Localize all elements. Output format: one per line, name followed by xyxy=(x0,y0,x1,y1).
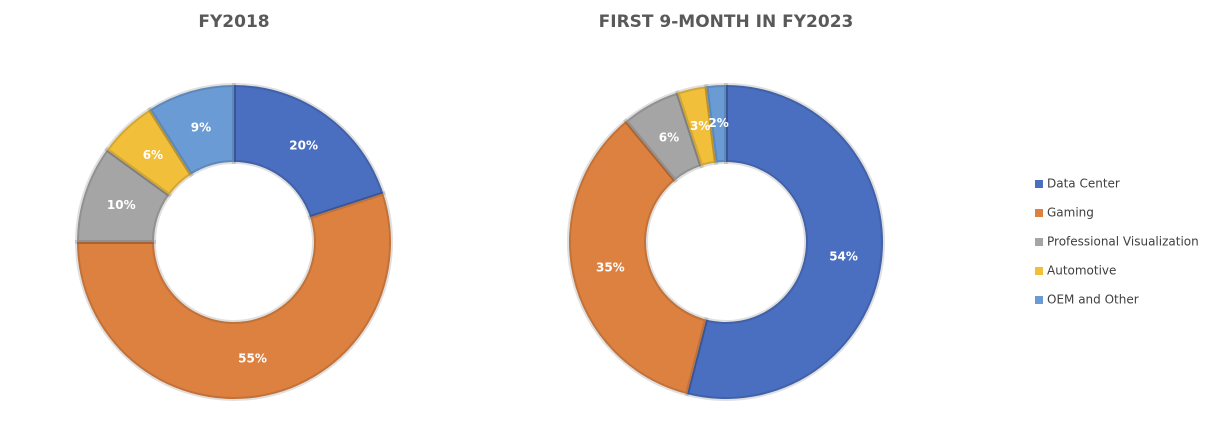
donut-slice xyxy=(104,106,194,198)
data-label: 55% xyxy=(238,352,267,366)
data-label: 20% xyxy=(289,139,318,153)
legend-label: OEM and Other xyxy=(1047,293,1139,307)
legend-swatch xyxy=(1035,238,1043,246)
data-label: 6% xyxy=(659,131,679,145)
donut-slice xyxy=(684,82,885,401)
donut-slice xyxy=(704,82,728,165)
legend-label: Gaming xyxy=(1047,206,1094,220)
legend-swatch xyxy=(1035,209,1043,217)
donut-slice xyxy=(232,82,386,220)
data-label: 10% xyxy=(107,198,136,212)
data-label: 6% xyxy=(143,148,163,162)
donut-slice xyxy=(74,146,173,244)
donut-slice xyxy=(567,118,709,397)
legend-label: Professional Visualization xyxy=(1047,235,1199,249)
data-label: 9% xyxy=(191,121,211,135)
data-label: 2% xyxy=(708,116,728,130)
donut-slice xyxy=(74,190,393,401)
data-label: 35% xyxy=(596,260,625,274)
legend-swatch xyxy=(1035,180,1043,188)
chart-title: FIRST 9-MONTH IN FY2023 xyxy=(599,12,854,32)
legend-swatch xyxy=(1035,296,1043,304)
data-label: 54% xyxy=(829,249,858,263)
chart-title: FY2018 xyxy=(198,12,269,32)
legend-label: Data Center xyxy=(1047,177,1120,191)
donut-slice xyxy=(674,84,719,169)
legend-label: Automotive xyxy=(1047,264,1116,278)
donut-slice xyxy=(147,82,236,178)
legend-swatch xyxy=(1035,267,1043,275)
data-label: 3% xyxy=(690,119,710,133)
